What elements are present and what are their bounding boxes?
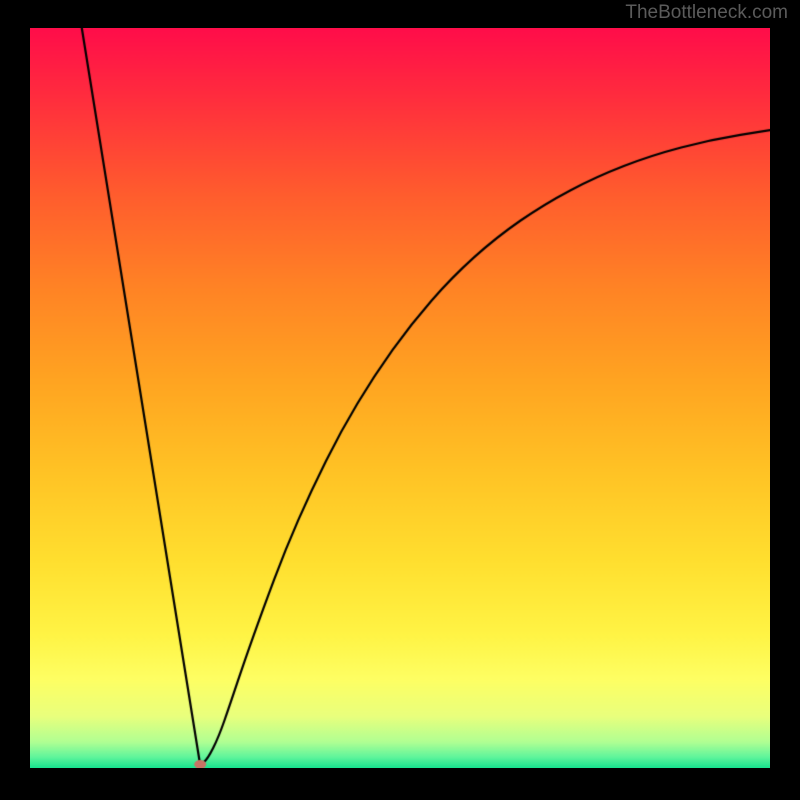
chart-frame: TheBottleneck.com [0, 0, 800, 800]
watermark-text: TheBottleneck.com [625, 2, 788, 24]
plot-area [30, 28, 770, 768]
plot-canvas [30, 28, 770, 768]
